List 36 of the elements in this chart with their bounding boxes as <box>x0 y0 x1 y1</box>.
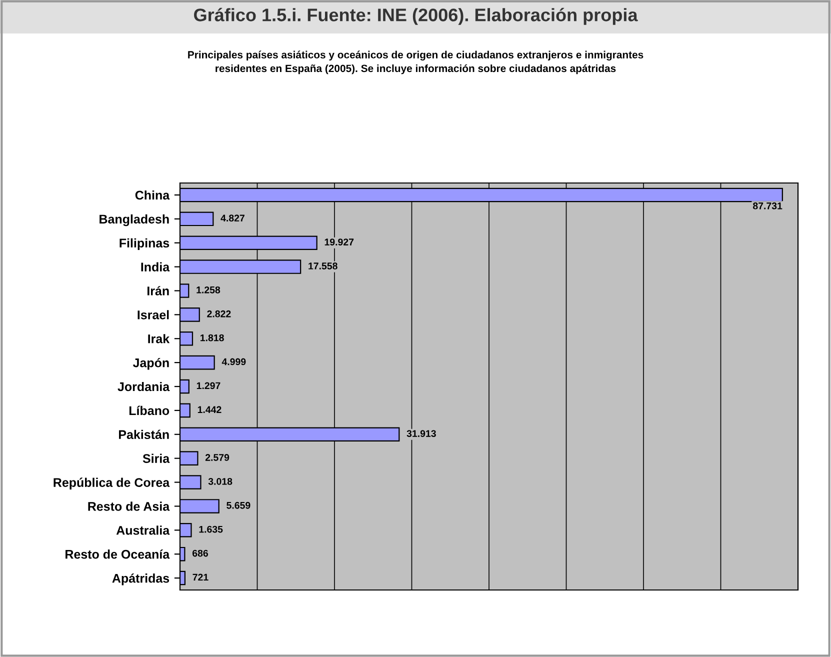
y-tick-label: Pakistán <box>119 430 169 440</box>
data-label: 17.558 <box>308 262 338 270</box>
data-label: 2.822 <box>207 310 231 318</box>
y-tick-label: Israel <box>138 310 169 320</box>
data-label: 721 <box>192 574 208 581</box>
data-label: 1.635 <box>199 526 223 533</box>
data-label: 1.818 <box>200 334 224 342</box>
data-label: 2.579 <box>205 454 230 461</box>
y-tick-label: Resto de Oceanía <box>66 549 170 559</box>
y-tick-label: China <box>135 190 170 200</box>
y-tick-label: Irán <box>147 286 169 296</box>
data-label: 31.913 <box>406 430 436 438</box>
chart-title: Gráfico 1.5.i. Fuente: INE (2006). Elaboración propia <box>194 8 638 25</box>
y-tick-label: Australia <box>116 526 170 535</box>
y-tick-label: Filipinas <box>120 238 170 250</box>
y-tick-label: Jordania <box>118 382 170 392</box>
data-label: 19.927 <box>324 238 354 246</box>
data-label: 4.999 <box>222 358 246 366</box>
chart-subtitle: Principales países asiáticos y oceánicos de origen de ciudadanos extranjeros e inmigrantes residentes en España (2005). Se incluye información sobre ciudadanos apátridas <box>188 50 644 74</box>
data-label: 1.258 <box>196 286 220 294</box>
y-tick-label: Resto de Asia <box>88 502 170 511</box>
y-tick-label: República de Corea <box>54 478 170 490</box>
y-tick-label: Bangladesh <box>100 214 169 226</box>
data-label: 1.442 <box>198 406 222 413</box>
data-label: 87.731 <box>752 202 782 210</box>
y-tick-label: Japón <box>132 358 169 370</box>
y-tick-label: India <box>141 262 170 272</box>
y-tick-label: Irak <box>148 334 170 344</box>
data-label: 1.297 <box>196 382 220 390</box>
data-label: 4.827 <box>220 214 244 222</box>
data-label: 686 <box>192 550 208 557</box>
y-tick-label: Siria <box>142 454 170 463</box>
y-tick-label: Apátridas <box>112 573 170 586</box>
data-label: 5.659 <box>226 502 250 509</box>
data-label: 3.018 <box>208 478 232 485</box>
y-tick-label: Líbano <box>129 406 170 416</box>
